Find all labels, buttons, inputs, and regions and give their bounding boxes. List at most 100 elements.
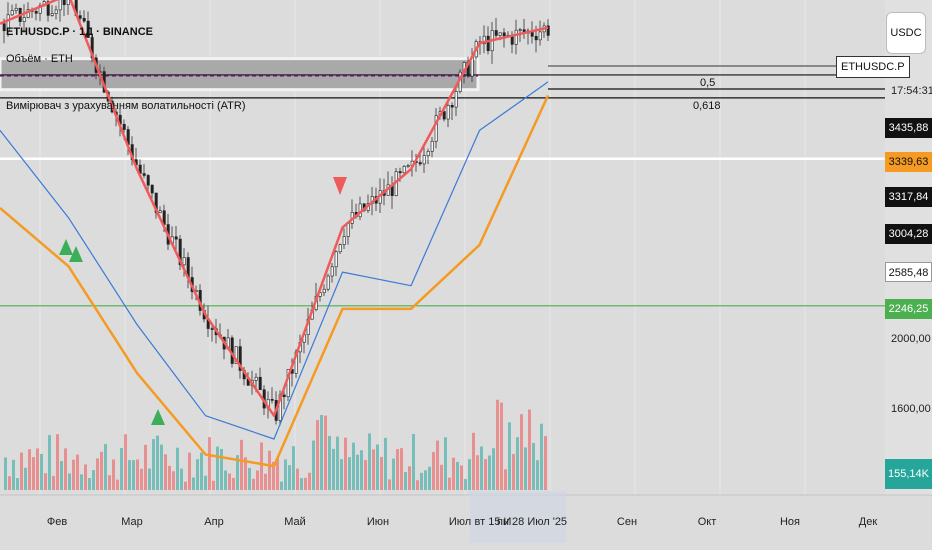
volume-bar: [184, 481, 187, 490]
candle-body: [282, 394, 286, 398]
volume-bar: [316, 420, 319, 490]
volume-bar: [100, 451, 103, 490]
candle-body: [54, 9, 58, 14]
candle-body: [486, 35, 490, 52]
volume-bar: [256, 470, 259, 490]
volume-bar: [172, 471, 175, 490]
buy-signal-marker: [59, 239, 73, 255]
volume-bar: [276, 458, 279, 490]
volume-bar: [516, 437, 519, 490]
upper-band-line: [0, 0, 549, 417]
volume-bar: [484, 459, 487, 490]
volume-bar: [8, 476, 11, 490]
volume-legend[interactable]: Объём · ETH: [6, 53, 73, 65]
candle-body: [14, 7, 18, 11]
candle-body: [434, 115, 438, 142]
volume-bar: [76, 454, 79, 490]
volume-bar: [176, 447, 179, 490]
candle-body: [422, 155, 426, 165]
price-axis-tick: 1600,00: [891, 403, 931, 415]
volume-bar: [20, 452, 23, 490]
candle-body: [322, 288, 326, 294]
currency-button[interactable]: USDC: [886, 12, 926, 54]
candle-body: [78, 15, 82, 19]
volume-bar: [308, 472, 311, 490]
volume-bar: [160, 444, 163, 490]
candle-body: [546, 25, 550, 36]
volume-bar: [252, 478, 255, 490]
volume-bar: [28, 449, 31, 490]
volume-bar: [332, 448, 335, 490]
countdown-label: 17:54:31: [891, 85, 932, 97]
volume-bar: [320, 415, 323, 490]
volume-bar: [272, 461, 275, 490]
volume-bar: [224, 470, 227, 490]
chart-symbol-title: ETHUSDC.P · 1Д · BINANCE: [6, 26, 153, 38]
candle-body: [82, 18, 86, 22]
candle-body: [6, 14, 10, 32]
volume-bar: [364, 459, 367, 490]
volume-bar: [524, 447, 527, 490]
volume-bar: [304, 477, 307, 490]
crosshair-date-highlight: [470, 491, 566, 543]
mid-band-line: [0, 81, 549, 440]
volume-bar: [56, 434, 59, 490]
volume-bar: [300, 478, 303, 490]
volume-bar: [68, 473, 71, 490]
candle-body: [182, 257, 186, 266]
volume-bar: [52, 475, 55, 490]
candle-body: [514, 29, 518, 45]
candle-body: [66, 0, 70, 5]
volume-bar: [456, 461, 459, 490]
time-axis-tick: Апр: [204, 516, 224, 528]
candle-body: [518, 29, 522, 32]
volume-bar: [12, 459, 15, 490]
volume-bar: [208, 437, 211, 490]
time-axis-tick: Фев: [46, 516, 68, 528]
volume-bar: [496, 399, 499, 490]
volume-bar: [344, 437, 347, 490]
volume-bar: [152, 439, 155, 490]
candle-body: [330, 266, 334, 277]
volume-bar: [204, 475, 207, 490]
volume-bar: [40, 453, 43, 490]
time-axis-tick: Май: [284, 516, 306, 528]
volume-bar: [280, 481, 283, 490]
volume-bar: [60, 461, 63, 490]
supply-zone: [0, 57, 480, 92]
volume-bar: [356, 454, 359, 490]
candle-body: [338, 244, 342, 253]
volume-bar: [528, 409, 531, 490]
volume-bar: [324, 415, 327, 490]
volume-bar: [424, 470, 427, 490]
time-axis-tick: вт 15 И: [474, 516, 512, 528]
volume-bar: [520, 414, 523, 490]
candle-body: [46, 1, 50, 16]
volume-bar: [112, 459, 115, 490]
lower-band-line: [0, 94, 550, 468]
volume-bar: [500, 402, 503, 490]
volume-bar: [148, 468, 151, 490]
volume-bar: [400, 448, 403, 490]
volume-bar: [360, 450, 363, 490]
indicator-legend[interactable]: Вимірювач з урахуванням волатильності (A…: [6, 100, 246, 112]
volume-bar: [48, 435, 51, 490]
volume-bar: [96, 458, 99, 490]
volume-bar: [32, 457, 35, 490]
volume-bar: [232, 477, 235, 490]
candle-body: [446, 105, 450, 120]
volume-bar: [408, 466, 411, 490]
volume-bar: [312, 440, 315, 490]
candle-body: [10, 10, 14, 16]
price-tag: 3435,88: [885, 118, 932, 138]
candle-body: [22, 17, 26, 22]
volume-bar: [228, 473, 231, 490]
volume-bar: [36, 448, 39, 490]
volume-bar: [532, 442, 535, 490]
volume-bar: [372, 449, 375, 490]
volume-bar: [392, 458, 395, 490]
time-axis-tick: Дек: [858, 516, 878, 528]
volume-bar: [192, 477, 195, 490]
volume-bar: [328, 435, 331, 490]
